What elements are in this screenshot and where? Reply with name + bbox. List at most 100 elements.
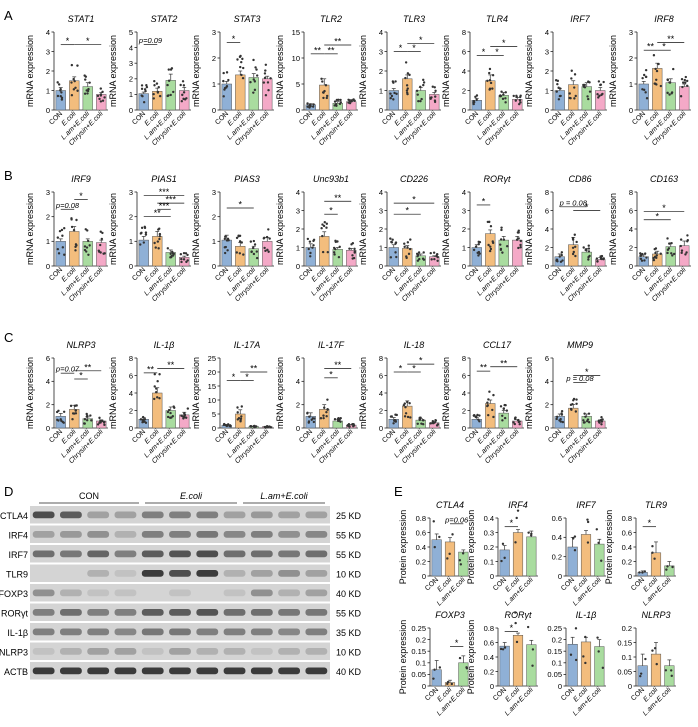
data-point: [601, 92, 604, 96]
data-point: [422, 251, 425, 254]
data-point: [241, 76, 245, 80]
y-tick-label: 0.6: [416, 528, 426, 537]
y-tick-label: 0: [490, 572, 494, 581]
data-point: [326, 398, 329, 401]
data-point: [158, 94, 162, 98]
bar: [581, 251, 592, 267]
data-point: [182, 258, 186, 261]
data-point: [252, 78, 255, 81]
data-point: [184, 252, 188, 255]
data-point: [487, 243, 490, 247]
data-point: [504, 91, 507, 94]
data-point: [73, 79, 76, 83]
y-tick-label: 0.15: [547, 647, 562, 656]
blot-band: [32, 647, 55, 655]
significance-label: *: [482, 47, 486, 57]
data-point: [582, 655, 585, 658]
significance-label: *: [662, 203, 666, 213]
y-tick-label: 4: [46, 377, 50, 386]
data-point: [404, 61, 408, 64]
data-point: [167, 79, 171, 82]
blot-band: [278, 628, 300, 636]
bar: [512, 532, 524, 577]
data-point: [62, 410, 66, 413]
data-point: [395, 255, 398, 259]
bar: [526, 644, 537, 687]
y-tick-label: 0.1: [622, 653, 632, 662]
significance-label: *: [232, 372, 236, 382]
data-point: [654, 67, 657, 71]
y-axis-label: mRNA expression: [25, 357, 35, 429]
data-point: [239, 65, 242, 69]
significance-label: ***: [159, 187, 170, 197]
data-point: [395, 92, 398, 96]
data-point: [224, 235, 227, 238]
y-tick-label: 1: [296, 243, 300, 252]
y-tick-label: 0: [490, 682, 494, 691]
data-point: [222, 79, 225, 83]
data-point: [158, 373, 161, 376]
data-point: [101, 231, 104, 235]
data-point: [90, 419, 93, 422]
significance-label: **: [334, 360, 342, 370]
data-point: [570, 69, 573, 72]
blot-band: [141, 608, 164, 616]
y-tick-label: 2: [296, 225, 300, 234]
data-point: [517, 420, 520, 424]
data-point: [309, 255, 312, 258]
data-point: [422, 258, 426, 261]
data-point: [527, 531, 530, 534]
data-point: [640, 259, 644, 262]
y-axis-label: mRNA expression: [608, 35, 618, 107]
y-tick-label: 1: [379, 243, 383, 252]
data-point: [653, 557, 656, 560]
data-point: [153, 373, 156, 376]
blot-band: [305, 628, 328, 636]
data-point: [180, 257, 183, 261]
data-point: [166, 83, 169, 87]
data-point: [587, 412, 591, 415]
significance-label: *: [412, 195, 416, 205]
data-point: [587, 247, 591, 250]
data-point: [500, 228, 503, 232]
data-point: [519, 239, 522, 243]
blot-band: [196, 569, 219, 577]
data-point: [236, 406, 239, 409]
data-point: [408, 73, 411, 77]
data-point: [70, 225, 74, 229]
data-point: [97, 249, 101, 252]
data-point: [60, 91, 63, 94]
bar: [69, 231, 80, 267]
data-point: [263, 72, 267, 75]
data-point: [88, 244, 91, 247]
data-point: [391, 238, 394, 241]
data-point: [182, 84, 186, 87]
y-tick-label: 0.6: [484, 638, 494, 647]
data-point: [587, 97, 590, 101]
data-point: [321, 223, 324, 226]
chart-title: RORγt: [484, 174, 511, 184]
data-point: [308, 106, 311, 109]
data-point: [76, 64, 79, 67]
data-point: [61, 246, 65, 249]
data-point: [353, 247, 356, 251]
data-point: [409, 416, 412, 419]
data-point: [652, 258, 656, 262]
data-point: [679, 244, 683, 248]
data-point: [503, 646, 507, 649]
data-point: [502, 238, 506, 241]
y-axis-label: mRNA expression: [275, 357, 285, 429]
data-point: [225, 71, 229, 74]
data-point: [569, 407, 573, 411]
data-point: [489, 225, 493, 228]
data-point: [309, 251, 312, 255]
data-point: [670, 241, 673, 245]
data-point: [666, 78, 669, 81]
data-point: [555, 258, 559, 262]
significance-label: *: [502, 38, 506, 48]
data-point: [74, 243, 78, 246]
data-point: [405, 91, 409, 94]
y-tick-label: 0.05: [411, 670, 426, 679]
